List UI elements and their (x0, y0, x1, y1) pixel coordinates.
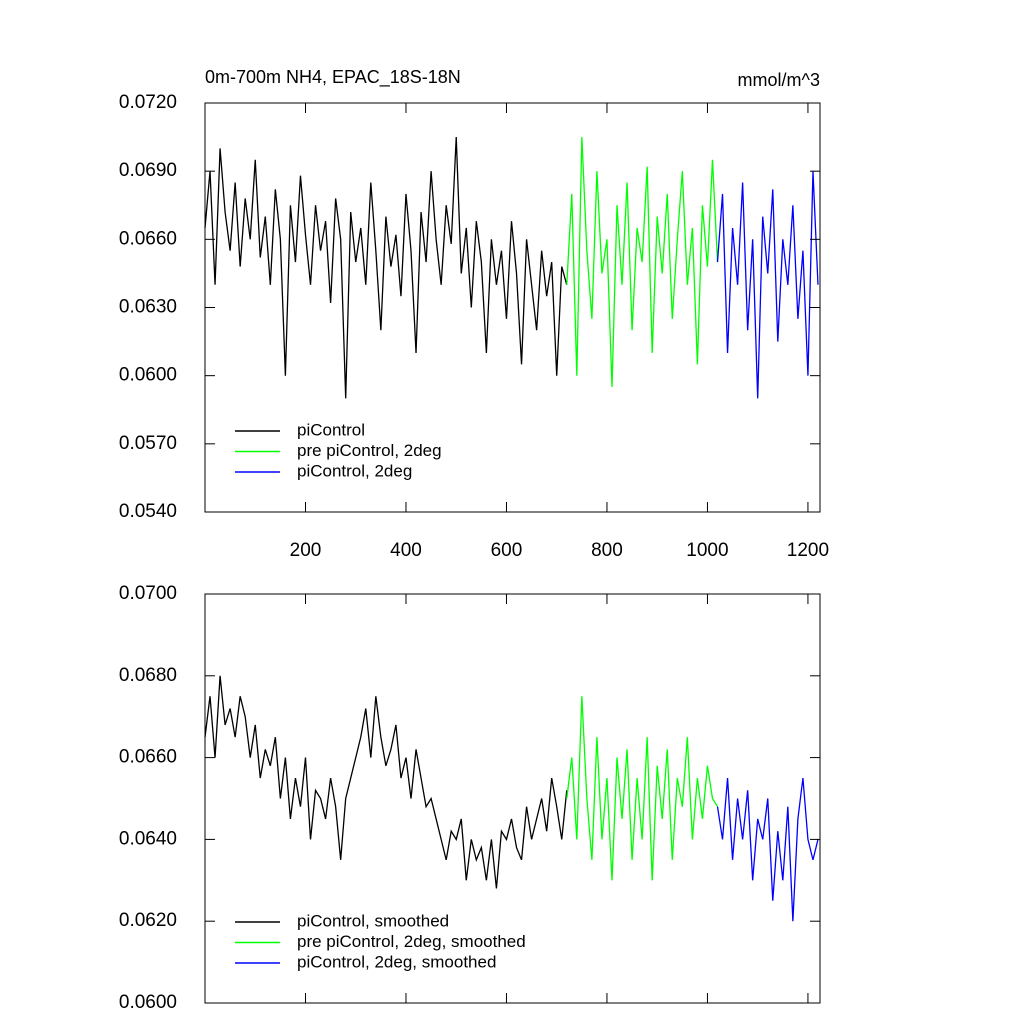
legend-label: pre piControl, 2deg, smoothed (297, 932, 526, 951)
plot-frame (204, 593, 821, 1004)
y-tick-label: 0.0640 (119, 828, 177, 849)
series-line (716, 171, 819, 399)
legend-label: piControl, smoothed (297, 911, 449, 930)
legend-label: pre piControl, 2deg (297, 441, 442, 460)
series-line (204, 675, 568, 889)
legend-label: piControl, 2deg, smoothed (297, 952, 496, 971)
y-tick-label: 0.0660 (119, 747, 177, 768)
x-tick-label: 1200 (787, 540, 829, 561)
x-tick-label: 1000 (686, 540, 728, 561)
x-tick-label: 200 (290, 540, 322, 561)
y-tick-label: 0.0630 (119, 297, 177, 318)
series-line (716, 777, 819, 922)
x-tick-label: 400 (390, 540, 422, 561)
series-line (204, 137, 568, 399)
chart-title: 0m-700m NH4, EPAC_18S-18N (205, 67, 461, 88)
legend-label: piControl (297, 420, 365, 439)
y-tick-label: 0.0690 (119, 160, 177, 181)
series-line (566, 696, 719, 881)
series-line (566, 137, 719, 388)
y-tick-label: 0.0540 (119, 501, 177, 522)
y-tick-label: 0.0680 (119, 665, 177, 686)
y-tick-label: 0.0570 (119, 433, 177, 454)
y-tick-label: 0.0700 (119, 583, 177, 604)
y-tick-label: 0.0600 (119, 365, 177, 386)
y-tick-label: 0.0620 (119, 910, 177, 931)
y-tick-label: 0.0720 (119, 92, 177, 113)
y-tick-label: 0.0660 (119, 228, 177, 249)
units-label: mmol/m^3 (738, 70, 820, 90)
x-tick-label: 600 (491, 540, 523, 561)
legend-label: piControl, 2deg (297, 461, 412, 480)
x-tick-label: 800 (591, 540, 623, 561)
y-tick-label: 0.0600 (119, 992, 177, 1013)
